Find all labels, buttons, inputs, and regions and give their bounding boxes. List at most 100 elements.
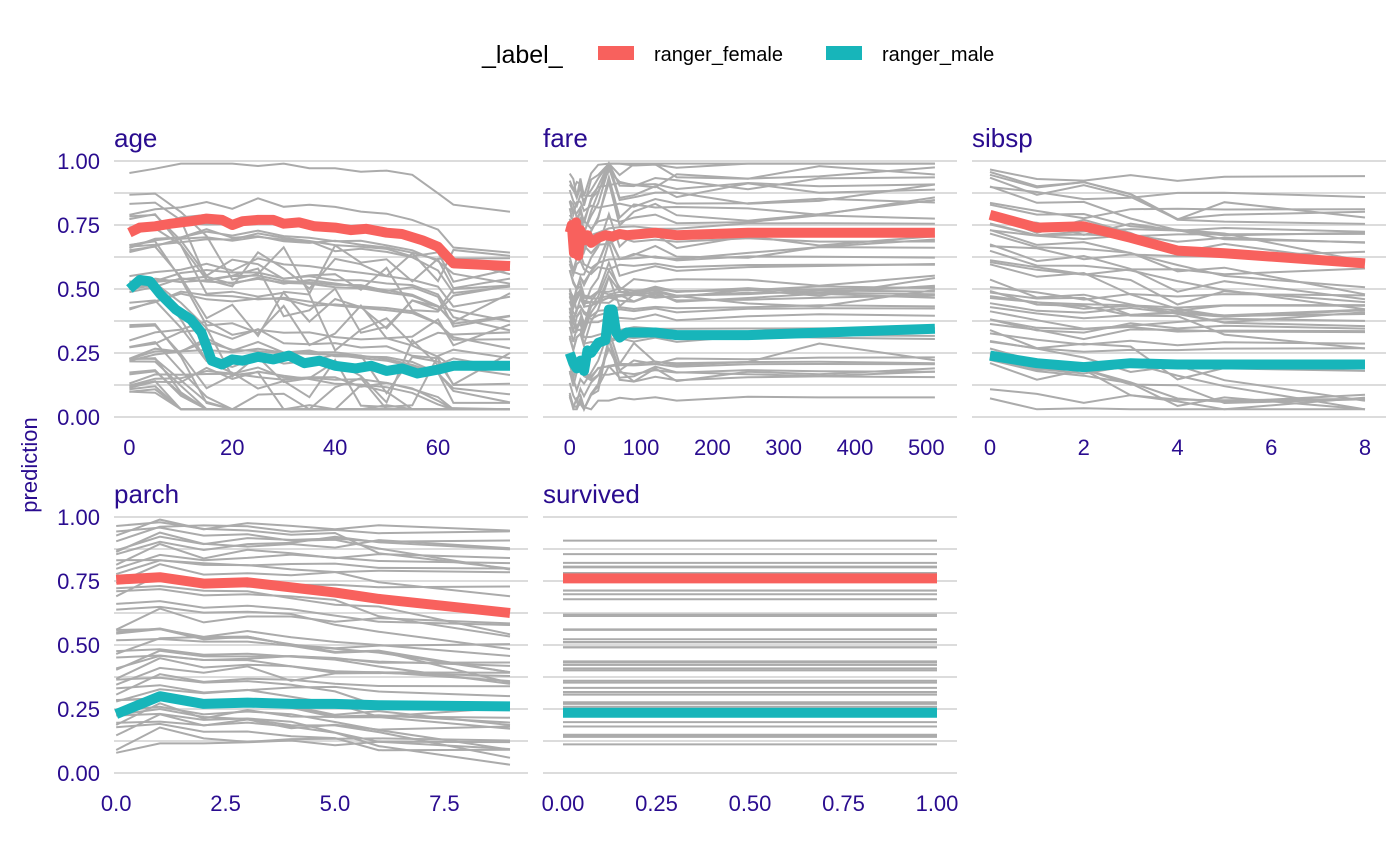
profile-line-ranger_female (115, 572, 511, 618)
panel-fare: fare 0 100 200 300 400 500 (543, 123, 957, 460)
profile-line-ranger_male (114, 691, 511, 719)
x-tick-label: 2.5 (210, 791, 241, 816)
y-tick-label: 1.00 (57, 149, 100, 174)
ice-line (129, 370, 510, 411)
y-tick-label: 0.50 (57, 277, 100, 302)
x-tick-label: 500 (908, 435, 945, 460)
ice-line (989, 232, 1366, 296)
x-tick-label: 0.25 (635, 791, 678, 816)
ice-line (129, 319, 511, 376)
ice-line (116, 707, 511, 759)
legend-label-female: ranger_female (654, 44, 783, 66)
ice-line (568, 211, 935, 276)
ice-profiles (568, 160, 936, 413)
ice-line (129, 226, 511, 334)
ice-line (115, 649, 511, 671)
legend: _label_ ranger_female ranger_male (481, 41, 994, 69)
panel-title-parch: parch (114, 479, 179, 509)
ice-line (115, 542, 511, 566)
y-tick-label: 1.00 (57, 505, 100, 530)
x-tick-label: 60 (426, 435, 450, 460)
x-tick-label: 7.5 (429, 791, 460, 816)
ice-line (989, 261, 1366, 276)
legend-title: _label_ (481, 41, 564, 69)
ice-line (116, 720, 511, 766)
ice-line (116, 712, 511, 751)
ice-line (568, 197, 935, 219)
panel-title-survived: survived (543, 479, 640, 509)
ice-line (989, 332, 1366, 347)
x-tick-label: 400 (837, 435, 874, 460)
ice-line (568, 290, 935, 308)
x-tick-label: 8 (1359, 435, 1371, 460)
y-tick-label: 0.50 (57, 633, 100, 658)
ice-line (989, 203, 1366, 263)
ice-line (115, 685, 511, 703)
ice-line (116, 627, 511, 674)
x-tick-label: 0.50 (729, 791, 772, 816)
ice-line (129, 201, 511, 290)
profile-line-ranger_male (126, 275, 510, 379)
panel-parch: parch 0.00 0.25 0.50 0.75 1.00 0.0 2.5 5.0 7.5 (57, 479, 528, 816)
ice-line (989, 168, 1366, 182)
ice-line (115, 553, 511, 570)
panel-age: age 0.00 0.25 0.50 0.75 1.00 0 20 40 60 (57, 123, 528, 460)
ice-line (115, 654, 511, 670)
x-tick-label: 20 (220, 435, 244, 460)
ice-line (568, 274, 936, 336)
ice-line (568, 180, 935, 197)
panel-title-sibsp: sibsp (972, 123, 1033, 153)
y-tick-label: 0.00 (57, 761, 100, 786)
panel-survived: survived 0.00 0.25 0.50 0.75 1.00 (542, 479, 959, 816)
ice-line (115, 726, 511, 751)
y-tick-label: 0.25 (57, 697, 100, 722)
legend-label-male: ranger_male (882, 44, 994, 66)
ice-line (116, 521, 511, 570)
profile-line-ranger_female (564, 217, 935, 261)
ice-line (989, 310, 1366, 330)
ice-line (989, 185, 1366, 244)
ice-line (129, 229, 511, 285)
ice-line (989, 176, 1366, 221)
x-tick-label: 6 (1265, 435, 1277, 460)
ice-line (989, 259, 1366, 306)
ice-line (568, 235, 935, 292)
x-tick-label: 40 (323, 435, 347, 460)
ice-line (115, 673, 511, 696)
ice-line (568, 238, 935, 315)
x-tick-label: 300 (765, 435, 802, 460)
ice-line (115, 524, 511, 543)
ice-line (568, 259, 935, 329)
profile-line-ranger_female (988, 209, 1366, 269)
y-tick-label: 0.75 (57, 569, 100, 594)
profile-line-ranger_female (127, 213, 511, 271)
ice-line (129, 257, 511, 308)
ice-line (115, 607, 511, 631)
x-tick-label: 0.75 (822, 791, 865, 816)
ice-line (129, 274, 511, 328)
ice-line (115, 559, 511, 576)
ice-line (116, 526, 511, 571)
ice-line (989, 318, 1366, 334)
ice-line (115, 535, 511, 552)
ice-line (129, 240, 511, 347)
ice-line (129, 162, 511, 213)
x-tick-label: 100 (623, 435, 660, 460)
ice-line (568, 166, 935, 224)
x-tick-label: 2 (1078, 435, 1090, 460)
ice-line (129, 245, 511, 352)
ice-line (129, 268, 511, 332)
legend-swatch-male (826, 46, 862, 60)
ice-line (989, 295, 1366, 309)
x-tick-label: 0.0 (101, 791, 132, 816)
ice-profiles (129, 162, 511, 411)
x-tick-label: 0 (123, 435, 135, 460)
ice-line (568, 393, 935, 411)
ice-line (568, 289, 935, 307)
ice-line (115, 518, 511, 537)
ice-line (116, 648, 511, 685)
y-tick-label: 0.75 (57, 213, 100, 238)
ice-line (129, 290, 511, 350)
x-tick-label: 0 (984, 435, 996, 460)
ice-line (129, 277, 511, 323)
